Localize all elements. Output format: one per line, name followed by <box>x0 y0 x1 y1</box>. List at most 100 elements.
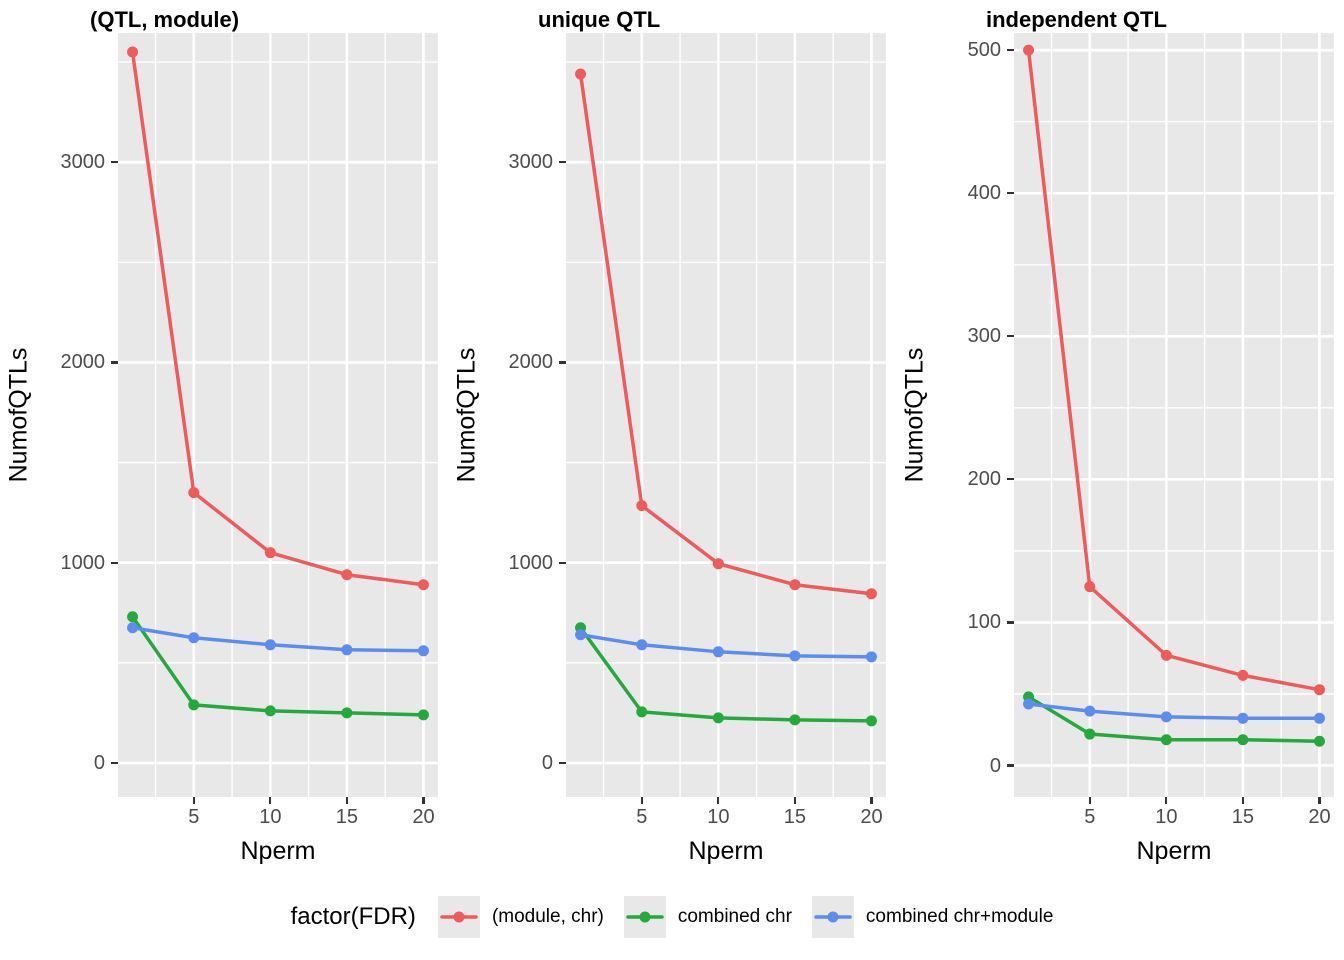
series-line <box>130 626 426 653</box>
data-point <box>575 629 587 641</box>
plot-panel <box>566 33 886 797</box>
plot-title: (QTL, module) <box>90 7 240 32</box>
data-point <box>417 709 429 721</box>
series-line <box>1026 702 1322 721</box>
legend-point <box>827 911 839 923</box>
data-point <box>1313 735 1325 747</box>
data-point <box>417 645 429 657</box>
series-line <box>578 72 874 596</box>
legend-entry: (module, chr) <box>437 896 604 938</box>
y-tick-mark <box>559 161 566 164</box>
x-tick-label: 15 <box>335 806 359 828</box>
data-point <box>188 632 200 644</box>
y-tick-mark <box>559 561 566 564</box>
x-tick-mark <box>793 797 796 804</box>
legend-entry: combined chr+module <box>811 896 1054 938</box>
x-tick-label: 5 <box>636 806 648 828</box>
panel-canvas <box>1014 33 1334 797</box>
data-point <box>1160 649 1172 661</box>
y-axis: 0 100 200 300 400 500 <box>934 33 1014 797</box>
x-tick-mark <box>640 797 643 804</box>
data-point <box>712 646 724 658</box>
data-point <box>1084 581 1096 593</box>
y-axis-title: NumofQTLs <box>900 347 929 483</box>
data-point <box>1313 712 1325 724</box>
y-tick-label: 400 <box>967 182 1001 205</box>
y-tick-mark <box>111 761 118 765</box>
x-tick-mark <box>269 797 272 804</box>
data-point <box>1160 734 1172 746</box>
y-axis-title: NumofQTLs <box>4 347 33 483</box>
y-tick-mark <box>559 361 566 364</box>
subplot-unique-qtl: unique QTL NumofQTLs 0 1000 2000 3000 5 10 15… <box>448 0 896 873</box>
x-axis-title: Nperm <box>688 837 764 865</box>
data-point <box>1023 44 1035 56</box>
data-point <box>264 547 276 559</box>
x-tick-label: 20 <box>412 806 435 828</box>
data-point <box>1084 705 1096 717</box>
x-tick-mark <box>717 797 720 804</box>
panel-canvas <box>566 33 886 797</box>
y-tick-mark <box>1007 49 1014 52</box>
data-point <box>188 487 200 499</box>
x-axis: 5 10 15 20 <box>1014 797 1334 833</box>
data-point <box>789 650 801 662</box>
data-point <box>127 611 139 623</box>
plot-title: independent QTL <box>986 7 1167 32</box>
legend-key-line-point-icon <box>437 896 480 938</box>
y-tick-label: 3000 <box>60 151 106 174</box>
x-tick-mark <box>1088 797 1091 804</box>
data-point <box>1084 728 1096 740</box>
data-point <box>127 622 139 634</box>
y-tick-label: 500 <box>967 39 1001 62</box>
plot-panel <box>118 33 438 797</box>
y-tick-label: 200 <box>967 468 1001 491</box>
y-tick-mark <box>1007 621 1014 624</box>
y-tick-mark <box>1007 335 1014 338</box>
data-point <box>127 46 139 58</box>
y-tick-mark <box>111 361 118 364</box>
data-point <box>712 712 724 724</box>
y-tick-label: 2000 <box>508 351 554 374</box>
data-point <box>865 588 877 600</box>
x-tick-label: 10 <box>1155 806 1178 828</box>
data-point <box>789 714 801 726</box>
x-tick-mark <box>1241 797 1244 804</box>
legend-point <box>639 911 651 923</box>
y-tick-label: 3000 <box>508 151 554 174</box>
legend-label: combined chr <box>677 906 792 927</box>
data-point <box>341 707 353 719</box>
y-axis: 0 1000 2000 3000 <box>38 33 118 797</box>
x-tick-mark <box>1318 797 1321 804</box>
legend-key-line-point-icon <box>623 896 666 938</box>
series-line <box>578 633 874 659</box>
x-tick-mark <box>422 797 425 804</box>
data-point <box>1313 684 1325 696</box>
y-tick-mark <box>1007 192 1014 195</box>
y-tick-label: 0 <box>989 754 1001 777</box>
x-tick-label: 20 <box>860 806 883 828</box>
subplot-independent-qtl: independent QTL NumofQTLs 0 100 200 300 400 5… <box>896 0 1344 873</box>
legend-label: combined chr+module <box>865 906 1054 927</box>
data-point <box>417 579 429 591</box>
data-point <box>1237 669 1249 681</box>
y-tick-mark <box>559 761 566 765</box>
legend-label: (module, chr) <box>491 906 604 927</box>
x-tick-mark <box>1165 797 1168 804</box>
y-tick-mark <box>111 561 118 564</box>
x-tick-label: 15 <box>783 806 807 828</box>
y-axis: 0 1000 2000 3000 <box>486 33 566 797</box>
data-point <box>865 651 877 663</box>
data-point <box>341 569 353 581</box>
data-point <box>636 639 648 651</box>
x-tick-mark <box>345 797 348 804</box>
y-tick-label: 300 <box>967 325 1001 348</box>
data-point <box>1237 734 1249 746</box>
x-tick-mark <box>192 797 195 804</box>
legend-key-line-point-icon <box>811 896 854 938</box>
x-axis-title: Nperm <box>1136 837 1212 865</box>
series-line <box>1026 48 1322 692</box>
data-point <box>1023 698 1035 710</box>
